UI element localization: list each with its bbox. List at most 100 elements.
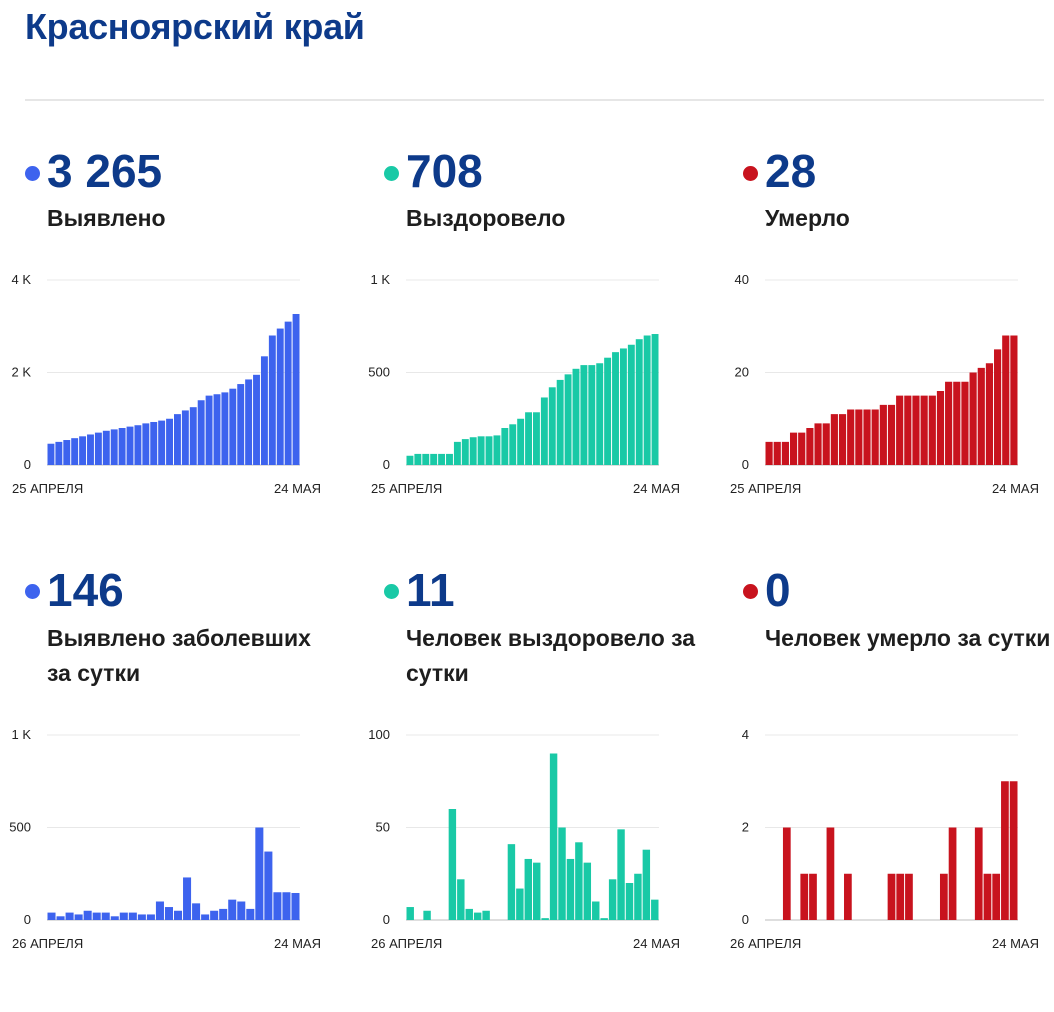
bar	[183, 877, 192, 920]
y-tick-label: 50	[376, 820, 390, 835]
y-tick-label: 500	[368, 365, 390, 380]
bar	[1009, 781, 1018, 920]
y-tick-label: 4	[742, 727, 749, 742]
x-start-label: 26 АПРЕЛЯ	[12, 936, 83, 951]
bar	[174, 414, 181, 465]
bar	[634, 873, 642, 920]
bar	[974, 827, 983, 920]
bar	[282, 892, 291, 920]
header-divider	[25, 99, 1044, 101]
bar	[255, 827, 264, 920]
panel-daily-deaths: 0 Человек умерло за сутки 0 2 4 26 АПРЕЛЯ 24…	[730, 562, 1050, 1012]
bar	[264, 851, 273, 920]
bar	[406, 907, 414, 920]
y-tick-label: 40	[735, 272, 749, 287]
bar	[221, 392, 229, 465]
bar	[1010, 335, 1018, 465]
bar	[210, 910, 219, 920]
bar	[189, 407, 197, 465]
bar	[773, 441, 781, 465]
bar	[213, 394, 221, 465]
bar	[92, 912, 101, 920]
bar	[438, 453, 446, 465]
y-tick-label: 1 K	[11, 727, 31, 742]
bar	[134, 425, 142, 465]
y-tick-label: 2	[742, 820, 749, 835]
bar	[65, 912, 74, 920]
bar	[994, 349, 1002, 465]
bar	[948, 827, 957, 920]
bar	[977, 367, 985, 465]
bar	[822, 423, 830, 465]
bar	[101, 912, 110, 920]
panel-cumulative-deaths: 28 Умерло 0 20 40 25 АПРЕЛЯ 24 МАЯ	[730, 140, 1043, 590]
bar	[896, 395, 904, 465]
bar	[945, 381, 953, 465]
chart-cumulative-deaths: 0 20 40 25 АПРЕЛЯ 24 МАЯ	[730, 272, 1039, 496]
bar	[469, 437, 477, 465]
bar	[826, 827, 835, 920]
stat-value: 146	[47, 564, 124, 616]
bar	[863, 409, 871, 465]
y-tick-label: 100	[368, 727, 390, 742]
bar	[847, 409, 855, 465]
page-title: Красноярский край	[25, 6, 365, 47]
bar	[588, 365, 596, 465]
bar	[905, 873, 913, 920]
bar	[608, 879, 617, 920]
y-tick-label: 500	[9, 820, 31, 835]
bar	[912, 395, 920, 465]
bar	[548, 387, 556, 465]
bar	[284, 321, 292, 465]
bar	[896, 873, 905, 920]
bar	[580, 365, 588, 465]
bar	[55, 441, 63, 465]
bar	[94, 432, 102, 465]
bar	[961, 381, 969, 465]
stat-label: Выявлено заболевших за сутки	[47, 625, 311, 686]
bar	[627, 344, 635, 465]
stat-label: Выздоровело	[406, 205, 566, 231]
bar	[128, 912, 137, 920]
bar	[566, 858, 575, 920]
bar	[87, 434, 94, 465]
legend-dot-deaths	[743, 166, 758, 181]
bar	[549, 753, 558, 920]
bar	[651, 899, 659, 920]
bar	[830, 414, 838, 465]
bar	[493, 435, 501, 465]
x-start-label: 26 АПРЕЛЯ	[371, 936, 442, 951]
bar	[446, 453, 453, 465]
bar	[56, 916, 65, 920]
bar	[596, 363, 604, 465]
bar	[844, 873, 852, 920]
bar	[871, 409, 879, 465]
bar	[540, 397, 548, 465]
bar	[414, 453, 422, 465]
legend-dot-infected	[25, 584, 40, 599]
bar	[71, 438, 79, 465]
bar	[110, 916, 119, 920]
bar	[507, 844, 516, 920]
bar	[155, 901, 164, 920]
bar	[181, 410, 189, 465]
stat-value: 11	[406, 564, 455, 616]
stat-value: 3 265	[47, 145, 163, 197]
bar	[619, 348, 627, 465]
bar	[838, 414, 847, 465]
x-end-label: 24 МАЯ	[992, 481, 1039, 496]
bar	[809, 873, 817, 920]
stat-label: Умерло	[765, 205, 850, 231]
bar	[63, 440, 71, 465]
bar	[642, 849, 651, 920]
x-end-label: 24 МАЯ	[274, 936, 321, 951]
y-tick-label: 2 K	[11, 365, 31, 380]
bar	[110, 429, 118, 465]
bar	[260, 356, 268, 465]
bar	[643, 335, 651, 465]
bar	[556, 379, 564, 465]
legend-dot-infected	[25, 166, 40, 181]
bar	[292, 313, 300, 465]
panel-daily-infected: 146 Выявлено заболевших за сутки 0 500 1 K…	[9, 562, 325, 1012]
bar	[268, 335, 276, 465]
